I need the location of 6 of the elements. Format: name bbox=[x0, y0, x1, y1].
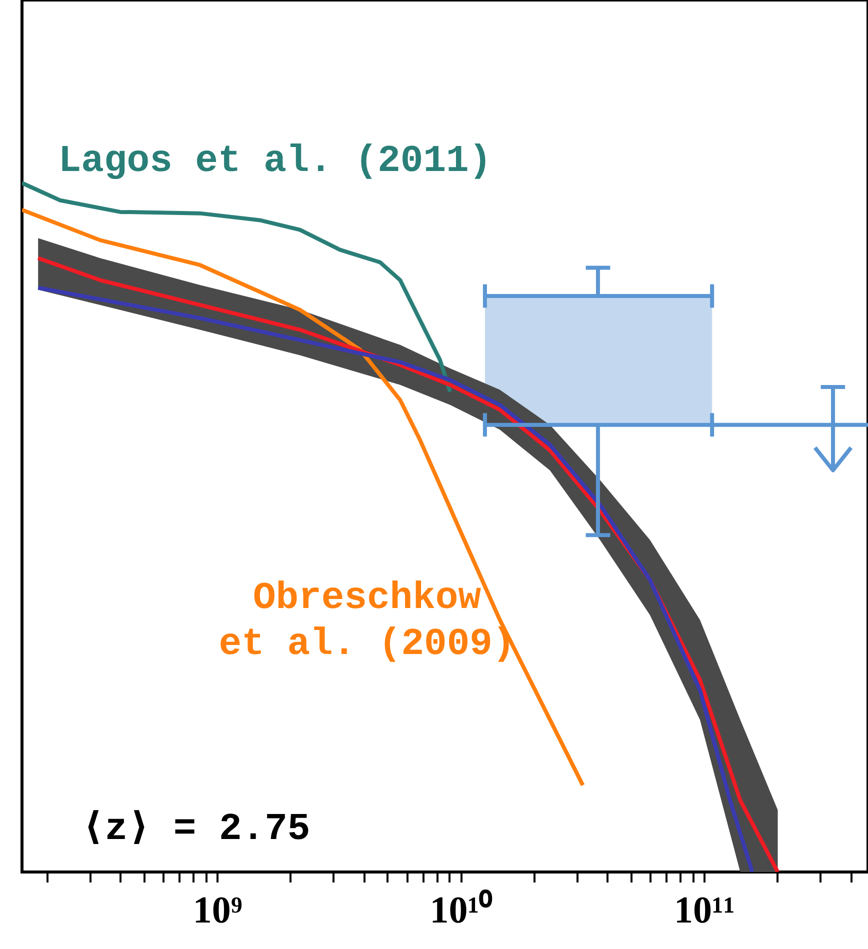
x-tick-label: 10¹⁰ bbox=[430, 890, 494, 932]
x-tick-label: 10⁹ bbox=[192, 890, 242, 932]
series-label: Lagos et al. (2011) bbox=[58, 140, 492, 183]
annotation: ⟨z⟩ = 2.75 bbox=[82, 808, 310, 851]
x-tick-label: 10¹¹ bbox=[674, 890, 735, 932]
series-label: Obreschkow et al. (2009) bbox=[218, 577, 516, 666]
